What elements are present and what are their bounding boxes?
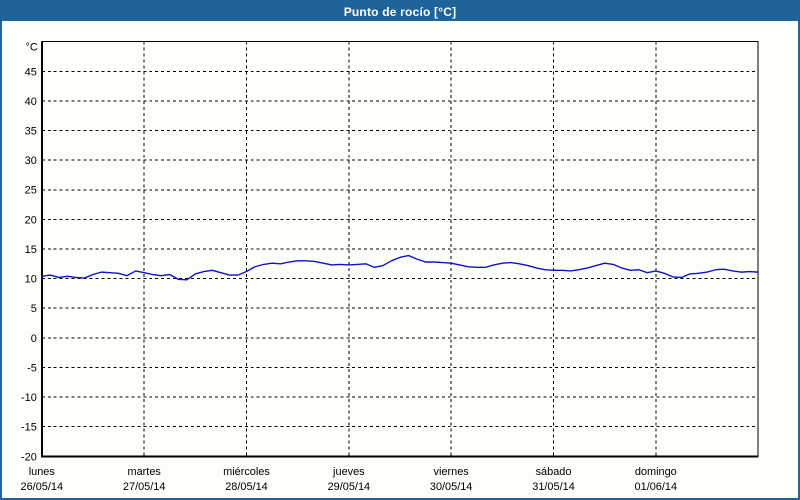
y-tick-label: 45 [25, 66, 37, 78]
y-tick-label: -10 [21, 392, 37, 404]
y-tick-label: -20 [21, 451, 37, 463]
day-name-label: jueves [332, 466, 365, 478]
day-date-label: 28/05/14 [225, 481, 268, 493]
y-tick-label: 35 [25, 126, 37, 138]
day-name-label: martes [127, 466, 161, 478]
day-name-label: lunes [29, 466, 56, 478]
day-date-label: 30/05/14 [430, 481, 473, 493]
day-name-label: sábado [536, 466, 572, 478]
y-tick-label: 30 [25, 155, 37, 167]
y-tick-label: 5 [31, 303, 37, 315]
chart-title: Punto de rocío [°C] [343, 4, 457, 19]
y-tick-label: 25 [25, 185, 37, 197]
y-tick-label: 0 [31, 333, 37, 345]
y-tick-label: 15 [25, 244, 37, 256]
y-tick-label: -5 [27, 362, 37, 374]
y-tick-label: 10 [25, 274, 37, 286]
y-tick-label: -15 [21, 422, 37, 434]
day-name-label: domingo [635, 466, 677, 478]
day-date-label: 01/06/14 [635, 481, 678, 493]
y-axis-unit-label: °C [26, 42, 38, 54]
y-tick-label: 40 [25, 96, 37, 108]
chart-titlebar: Punto de rocío [°C] [2, 2, 798, 21]
day-date-label: 29/05/14 [328, 481, 371, 493]
day-name-label: miércoles [223, 466, 270, 478]
day-name-label: viernes [434, 466, 470, 478]
y-tick-label: 20 [25, 214, 37, 226]
dewpoint-line [41, 254, 759, 281]
day-date-label: 31/05/14 [532, 481, 575, 493]
day-date-label: 26/05/14 [21, 481, 64, 493]
day-date-label: 27/05/14 [123, 481, 166, 493]
